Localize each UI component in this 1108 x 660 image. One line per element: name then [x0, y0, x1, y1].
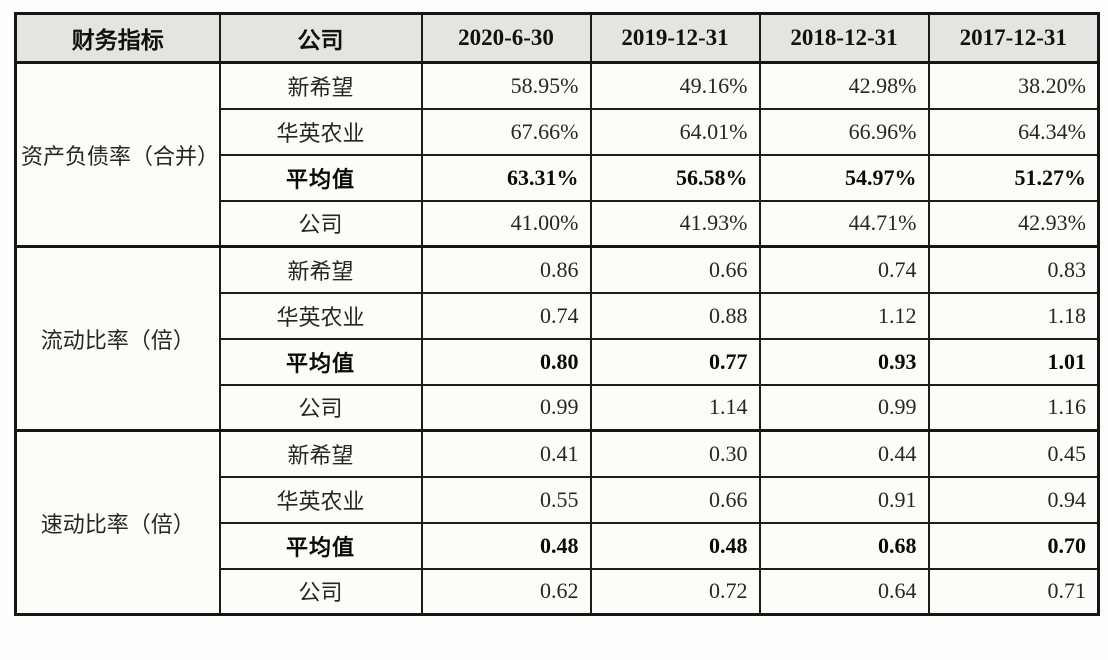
value-cell: 0.64	[758, 567, 930, 616]
company-cell: 公司	[218, 199, 423, 248]
value-cell: 42.93%	[927, 199, 1100, 248]
company-cell: 平均值	[218, 337, 423, 386]
value-cell: 0.66	[589, 245, 761, 294]
value-cell: 0.74	[420, 291, 592, 340]
table-row: 公司 0.99 1.14 0.99 1.16	[16, 383, 1100, 432]
value-cell: 1.14	[589, 383, 761, 432]
value-cell: 0.71	[927, 567, 1100, 616]
value-cell: 0.55	[420, 475, 592, 524]
table-row: 公司 41.00% 41.93% 44.71% 42.93%	[16, 199, 1100, 248]
value-cell: 42.98%	[758, 61, 930, 110]
value-cell: 0.44	[758, 429, 930, 478]
value-cell: 0.45	[927, 429, 1100, 478]
value-cell: 1.01	[927, 337, 1100, 386]
company-cell: 华英农业	[218, 475, 423, 524]
value-cell: 49.16%	[589, 61, 761, 110]
value-cell: 58.95%	[420, 61, 592, 110]
company-cell: 公司	[218, 383, 423, 432]
table-row: 华英农业 0.55 0.66 0.91 0.94	[16, 475, 1100, 524]
value-cell: 63.31%	[420, 153, 592, 202]
value-cell: 0.99	[758, 383, 930, 432]
value-cell: 0.70	[927, 521, 1100, 570]
value-cell: 64.34%	[927, 107, 1100, 156]
company-cell: 平均值	[218, 521, 423, 570]
header-row: 财务指标 公司 2020-6-30 2019-12-31 2018-12-31 …	[14, 12, 1100, 64]
value-cell: 0.62	[420, 567, 592, 616]
value-cell: 0.48	[420, 521, 592, 570]
table-row: 平均值 0.48 0.48 0.68 0.70	[16, 521, 1100, 570]
table-body: 资产负债率（合并） 新希望 58.95% 49.16% 42.98% 38.20% 华英农业…	[14, 61, 1100, 616]
company-cell: 新希望	[218, 61, 423, 110]
company-cell: 新希望	[218, 429, 423, 478]
value-cell: 0.30	[589, 429, 761, 478]
value-cell: 0.66	[589, 475, 761, 524]
header-cell-date-4: 2017-12-31	[927, 12, 1100, 64]
header-cell-date-1: 2020-6-30	[420, 12, 592, 64]
header-cell-date-2: 2019-12-31	[589, 12, 761, 64]
value-cell: 66.96%	[758, 107, 930, 156]
value-cell: 1.12	[758, 291, 930, 340]
value-cell: 0.68	[758, 521, 930, 570]
company-cell: 新希望	[218, 245, 423, 294]
financial-ratio-table: 财务指标 公司 2020-6-30 2019-12-31 2018-12-31 …	[14, 12, 1100, 616]
value-cell: 0.41	[420, 429, 592, 478]
value-cell: 51.27%	[927, 153, 1100, 202]
value-cell: 0.86	[420, 245, 592, 294]
value-cell: 64.01%	[589, 107, 761, 156]
value-cell: 0.88	[589, 291, 761, 340]
table-row: 平均值 0.80 0.77 0.93 1.01	[16, 337, 1100, 386]
value-cell: 1.16	[927, 383, 1100, 432]
indicator-cell: 流动比率（倍）	[14, 245, 221, 432]
value-cell: 41.93%	[589, 199, 761, 248]
document-page: 财务指标 公司 2020-6-30 2019-12-31 2018-12-31 …	[14, 12, 1100, 616]
value-cell: 0.77	[589, 337, 761, 386]
table-row: 华英农业 67.66% 64.01% 66.96% 64.34%	[16, 107, 1100, 156]
value-cell: 41.00%	[420, 199, 592, 248]
value-cell: 0.72	[589, 567, 761, 616]
company-cell: 华英农业	[218, 107, 423, 156]
value-cell: 1.18	[927, 291, 1100, 340]
value-cell: 0.74	[758, 245, 930, 294]
value-cell: 0.99	[420, 383, 592, 432]
table-row: 资产负债率（合并） 新希望 58.95% 49.16% 42.98% 38.20%	[14, 61, 1100, 248]
header-cell-company: 公司	[218, 12, 423, 64]
company-cell: 华英农业	[218, 291, 423, 340]
indicator-cell: 资产负债率（合并）	[14, 61, 221, 248]
value-cell: 38.20%	[927, 61, 1100, 110]
table-row: 速动比率（倍） 新希望 0.41 0.30 0.44 0.45	[14, 429, 1100, 616]
header-cell-date-3: 2018-12-31	[758, 12, 930, 64]
header-cell-indicator: 财务指标	[14, 12, 221, 64]
value-cell: 44.71%	[758, 199, 930, 248]
value-cell: 0.80	[420, 337, 592, 386]
value-cell: 67.66%	[420, 107, 592, 156]
company-cell: 公司	[218, 567, 423, 616]
value-cell: 54.97%	[758, 153, 930, 202]
value-cell: 56.58%	[589, 153, 761, 202]
value-cell: 0.94	[927, 475, 1100, 524]
value-cell: 0.91	[758, 475, 930, 524]
table-row: 流动比率（倍） 新希望 0.86 0.66 0.74 0.83	[14, 245, 1100, 432]
company-cell: 平均值	[218, 153, 423, 202]
value-cell: 0.48	[589, 521, 761, 570]
table-row: 平均值 63.31% 56.58% 54.97% 51.27%	[16, 153, 1100, 202]
value-cell: 0.83	[927, 245, 1100, 294]
table-row: 华英农业 0.74 0.88 1.12 1.18	[16, 291, 1100, 340]
indicator-cell: 速动比率（倍）	[14, 429, 221, 616]
table-row: 公司 0.62 0.72 0.64 0.71	[16, 567, 1100, 616]
value-cell: 0.93	[758, 337, 930, 386]
